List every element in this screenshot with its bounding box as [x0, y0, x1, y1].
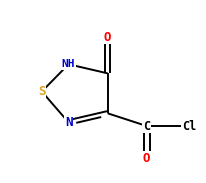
Text: N: N — [64, 116, 72, 129]
Text: S: S — [38, 85, 45, 98]
Text: O: O — [103, 31, 111, 44]
Text: Cl: Cl — [181, 119, 195, 132]
Text: O: O — [142, 152, 150, 165]
Text: NH: NH — [62, 59, 75, 69]
Text: C: C — [142, 119, 150, 132]
